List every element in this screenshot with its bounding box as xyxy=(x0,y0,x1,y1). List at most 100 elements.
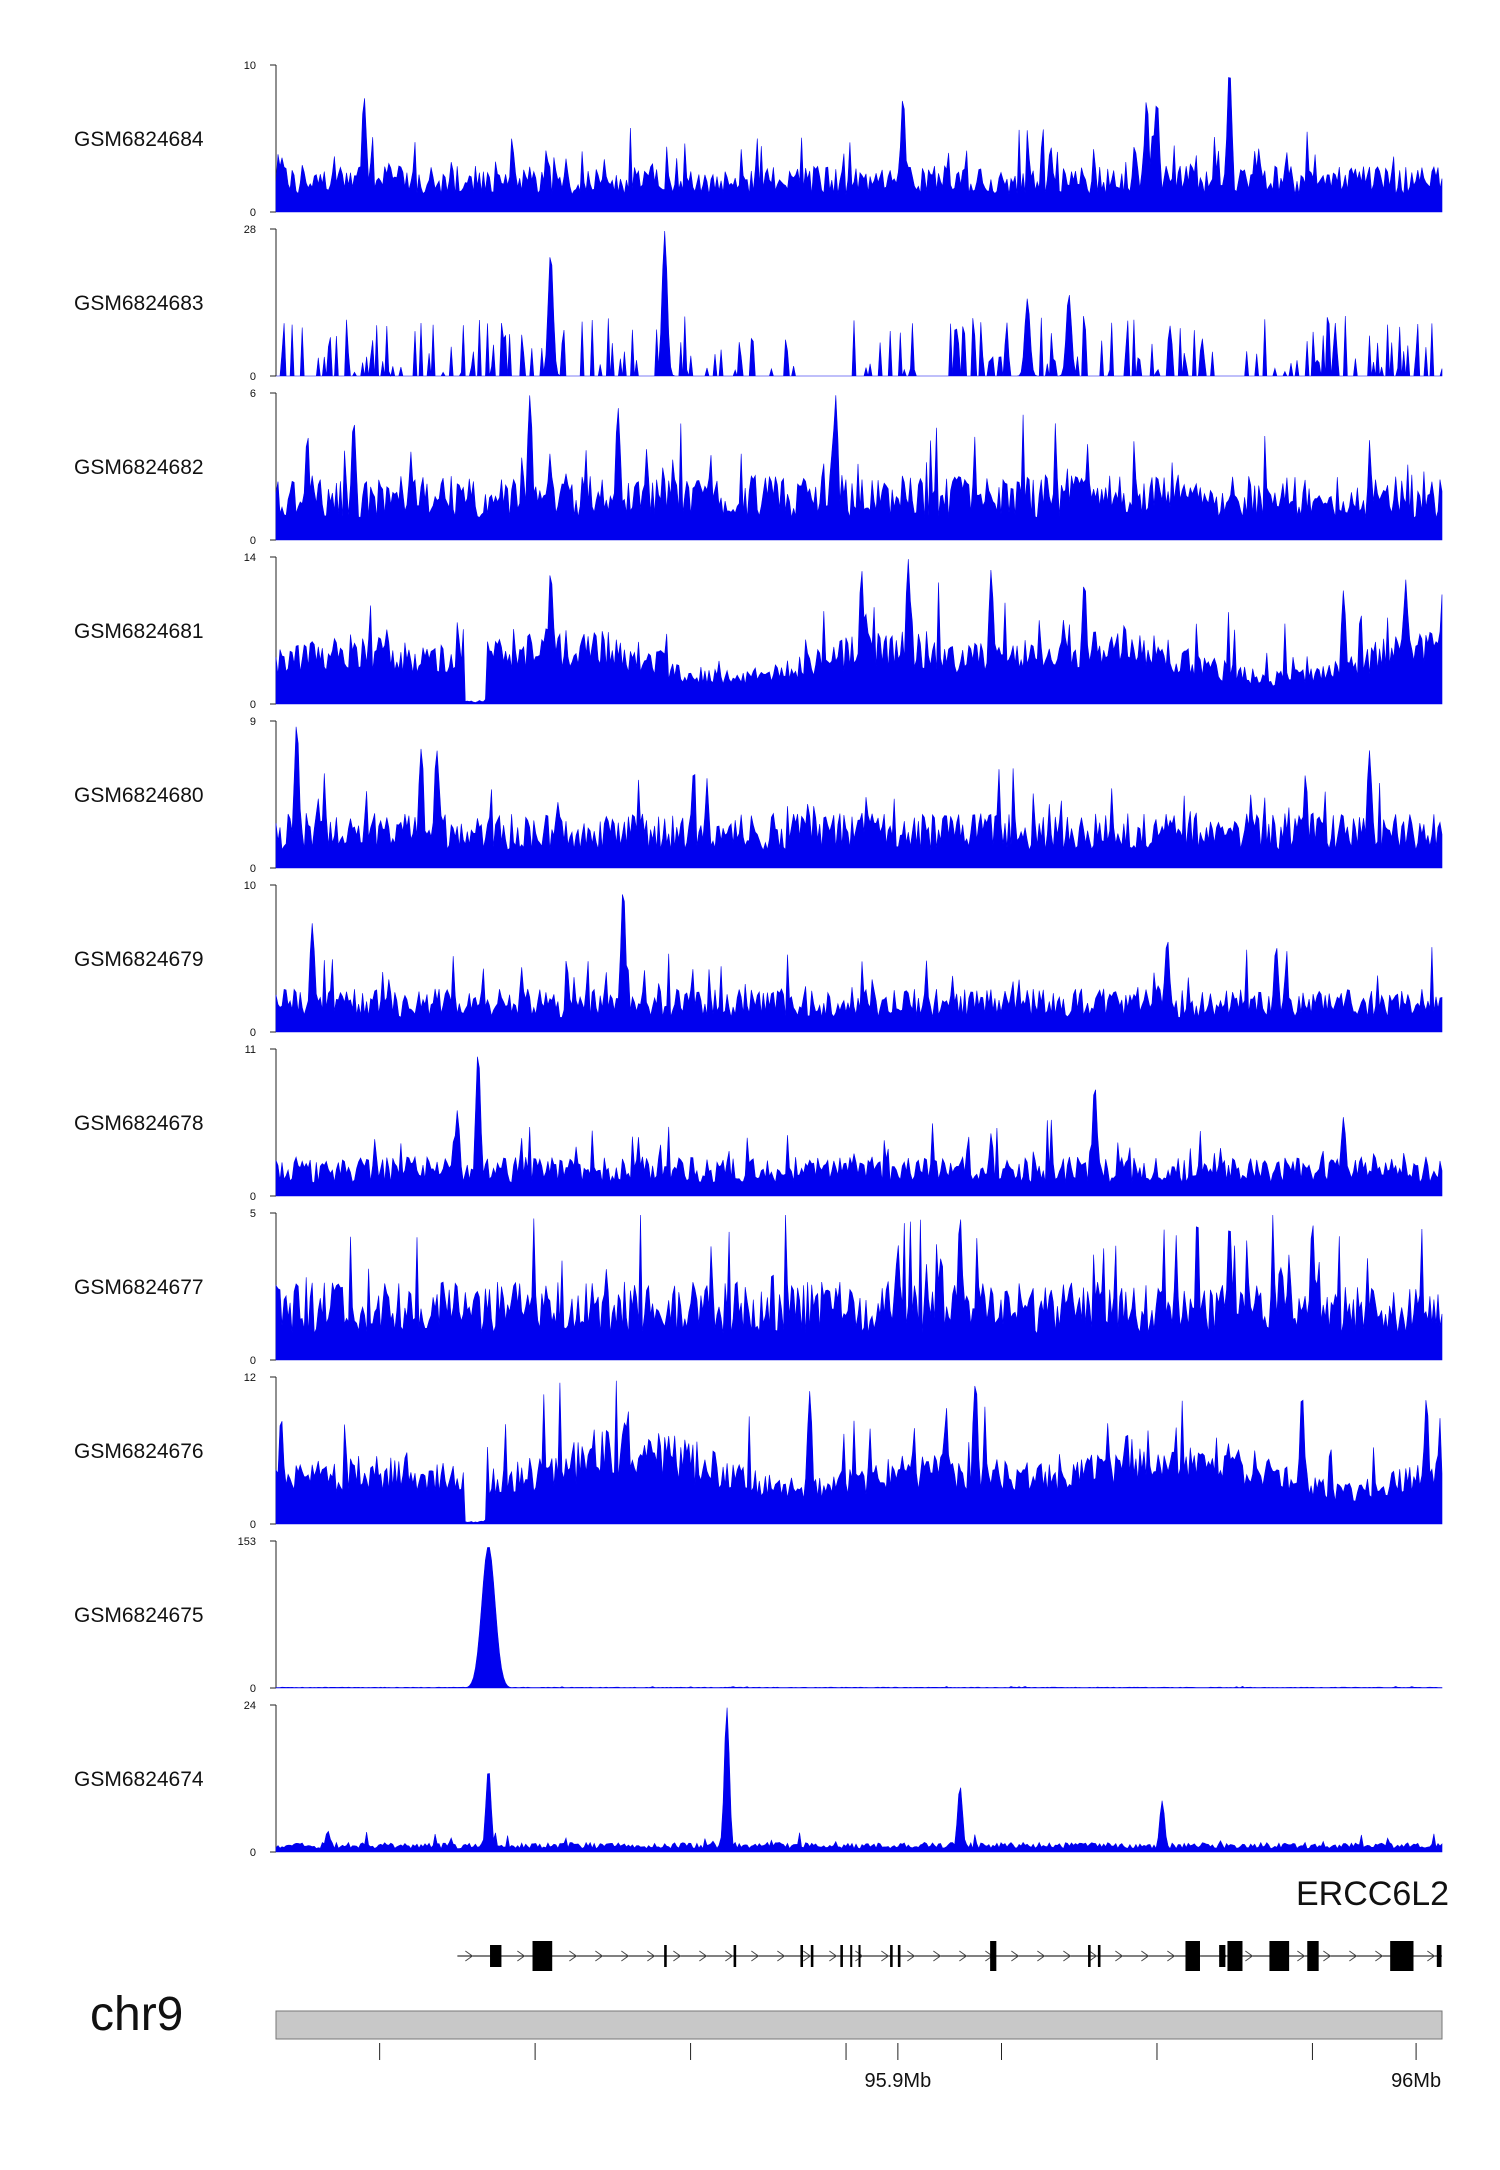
strand-arrow xyxy=(1089,1950,1098,1962)
exon xyxy=(1436,1945,1442,1967)
chromosome-ideogram: chr9 xyxy=(90,1988,1443,2041)
exon xyxy=(1390,1941,1414,1971)
strand-arrow xyxy=(959,1950,968,1962)
signal-tracks: GSM6824684100GSM6824683280GSM682468260GS… xyxy=(74,60,1443,1859)
exon xyxy=(990,1941,997,1971)
strand-arrow xyxy=(829,1950,838,1962)
track-GSM6824676: GSM6824676 12 0 xyxy=(74,1372,1443,1531)
exon xyxy=(1097,1945,1101,1967)
strand-arrow xyxy=(1037,1950,1046,1962)
strand-arrow xyxy=(1375,1950,1384,1962)
track-GSM6824682: GSM6824682 6 0 xyxy=(74,388,1443,547)
strand-arrow xyxy=(699,1950,708,1962)
signal-area xyxy=(275,1214,1443,1361)
track-label: GSM6824675 xyxy=(74,1604,204,1627)
track-GSM6824677: GSM6824677 5 0 xyxy=(74,1208,1443,1367)
y-tick-min-label: 0 xyxy=(250,535,256,547)
strand-arrow xyxy=(621,1950,630,1962)
y-tick-min-label: 0 xyxy=(250,699,256,711)
y-tick-min-label: 0 xyxy=(250,1191,256,1203)
strand-arrow xyxy=(595,1950,604,1962)
strand-arrow xyxy=(465,1950,474,1962)
strand-arrow xyxy=(1141,1950,1150,1962)
strand-arrow xyxy=(1063,1950,1072,1962)
signal-area xyxy=(275,1380,1443,1525)
track-GSM6824684: GSM6824684 10 0 xyxy=(74,60,1443,219)
signal-area xyxy=(275,1547,1443,1689)
strand-arrow xyxy=(1011,1950,1020,1962)
track-GSM6824679: GSM6824679 10 0 xyxy=(74,880,1443,1039)
strand-arrow xyxy=(933,1950,942,1962)
track-label: GSM6824682 xyxy=(74,456,204,479)
y-tick-min-label: 0 xyxy=(250,207,256,219)
gene-model: ERCC6L2 xyxy=(457,1875,1449,1971)
y-tick-max-label: 12 xyxy=(244,1372,256,1384)
y-tick-min-label: 0 xyxy=(250,1027,256,1039)
x-tick-label: 95.9Mb xyxy=(865,2070,932,2092)
strand-arrow xyxy=(1427,1950,1436,1962)
signal-area xyxy=(275,395,1443,541)
exon xyxy=(858,1945,861,1967)
y-tick-max-label: 9 xyxy=(250,716,256,728)
y-tick-max-label: 6 xyxy=(250,388,256,400)
signal-area xyxy=(275,1056,1443,1197)
y-tick-min-label: 0 xyxy=(250,1847,256,1859)
track-GSM6824683: GSM6824683 28 0 xyxy=(74,224,1443,383)
track-label: GSM6824676 xyxy=(74,1440,204,1463)
track-GSM6824674: GSM6824674 24 0 xyxy=(74,1700,1443,1859)
track-label: GSM6824677 xyxy=(74,1276,204,1299)
y-tick-min-label: 0 xyxy=(250,371,256,383)
strand-arrow xyxy=(673,1950,682,1962)
signal-area xyxy=(275,559,1443,705)
strand-arrow xyxy=(725,1950,734,1962)
x-axis: 95.9Mb 96Mb xyxy=(379,2043,1441,2092)
exon xyxy=(850,1945,853,1967)
signal-area xyxy=(275,726,1443,869)
signal-area xyxy=(275,894,1443,1033)
strand-arrow xyxy=(1323,1950,1332,1962)
strand-arrow xyxy=(1115,1950,1124,1962)
chromosome-label: chr9 xyxy=(90,1988,183,2041)
track-GSM6824680: GSM6824680 9 0 xyxy=(74,716,1443,875)
exon xyxy=(490,1945,502,1967)
track-label: GSM6824680 xyxy=(74,784,204,807)
strand-arrow xyxy=(907,1950,916,1962)
signal-area xyxy=(276,230,1443,378)
track-GSM6824681: GSM6824681 14 0 xyxy=(74,552,1443,711)
x-tick-label: 96Mb xyxy=(1391,2070,1441,2092)
y-tick-max-label: 28 xyxy=(244,224,256,236)
strand-arrow xyxy=(517,1950,526,1962)
strand-arrow xyxy=(881,1950,890,1962)
strand-arrow xyxy=(647,1950,656,1962)
strand-arrow xyxy=(855,1950,864,1962)
exon xyxy=(1307,1941,1319,1971)
signal-area xyxy=(275,77,1443,213)
strand-arrow xyxy=(1245,1950,1254,1962)
track-GSM6824678: GSM6824678 11 0 xyxy=(74,1044,1443,1203)
track-label: GSM6824684 xyxy=(74,128,204,151)
y-tick-max-label: 11 xyxy=(245,1044,256,1056)
strand-arrow xyxy=(1297,1950,1306,1962)
y-tick-max-label: 14 xyxy=(244,552,256,564)
y-tick-min-label: 0 xyxy=(250,1355,256,1367)
strand-arrow xyxy=(1349,1950,1358,1962)
track-label: GSM6824678 xyxy=(74,1112,204,1135)
y-tick-min-label: 0 xyxy=(250,1683,256,1695)
exon xyxy=(1227,1941,1243,1971)
exon xyxy=(1185,1941,1200,1971)
track-GSM6824675: GSM6824675 153 0 xyxy=(74,1536,1443,1695)
track-label: GSM6824681 xyxy=(74,620,204,643)
exon xyxy=(532,1941,553,1971)
exon xyxy=(1088,1945,1091,1967)
exon xyxy=(800,1945,804,1967)
exon xyxy=(664,1945,667,1967)
exon xyxy=(810,1945,814,1967)
track-label: GSM6824679 xyxy=(74,948,204,971)
exon xyxy=(890,1945,893,1967)
y-tick-min-label: 0 xyxy=(250,1519,256,1531)
strand-arrow xyxy=(777,1950,786,1962)
chromosome-bar xyxy=(275,2010,1443,2040)
track-label: GSM6824674 xyxy=(74,1768,204,1791)
signal-area xyxy=(275,1707,1443,1853)
